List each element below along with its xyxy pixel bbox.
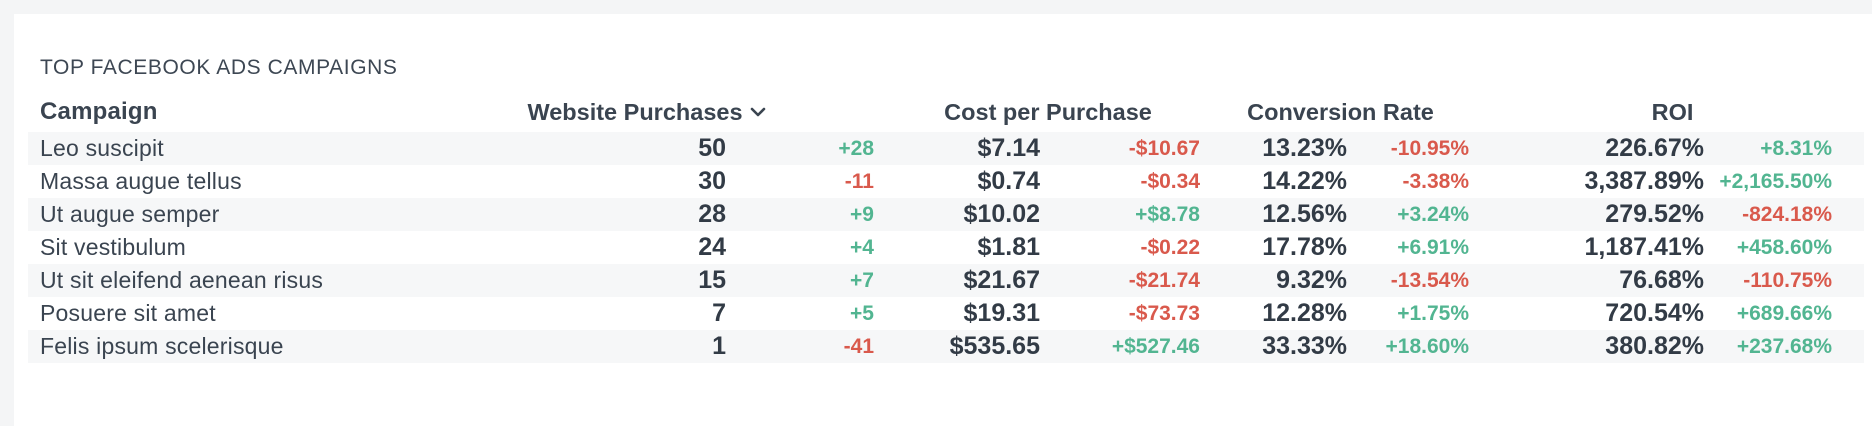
conversion-rate-cell: 12.56% [1200,198,1347,231]
website-purchases-change-cell: +5 [726,297,896,330]
campaigns-table: Campaign Website Purchases Cost per Purc… [28,92,1864,363]
conversion-rate-cell: 14.22% [1200,165,1347,198]
column-header-cost-per-purchase[interactable]: Cost per Purchase [944,98,1152,125]
website-purchases-cell: 1 [398,330,726,363]
website-purchases-change-cell: -41 [726,330,896,363]
campaign-name-cell: Ut augue semper [28,198,398,231]
roi-cell: 226.67% [1481,132,1704,165]
conversion-rate-cell: 9.32% [1200,264,1347,297]
roi-cell: 279.52% [1481,198,1704,231]
campaign-name-cell: Posuere sit amet [28,297,398,330]
table-body: Leo suscipit 50 +28 $7.14 -$10.67 13.23% -10.9… [28,132,1864,363]
campaign-name-cell: Massa augue tellus [28,165,398,198]
conversion-rate-change-cell: +6.91% [1347,231,1481,264]
roi-change-cell: -110.75% [1704,264,1864,297]
conversion-rate-cell: 33.33% [1200,330,1347,363]
cost-per-purchase-change-cell: -$0.34 [1046,165,1200,198]
table-row[interactable]: Massa augue tellus 30 -11 $0.74 -$0.34 14.22%… [28,165,1864,198]
cost-per-purchase-cell: $19.31 [896,297,1046,330]
roi-cell: 1,187.41% [1481,231,1704,264]
campaign-name-cell: Ut sit eleifend aenean risus [28,264,398,297]
website-purchases-cell: 24 [398,231,726,264]
conversion-rate-cell: 13.23% [1200,132,1347,165]
cost-per-purchase-change-cell: +$8.78 [1046,198,1200,231]
column-header-website-purchases[interactable]: Website Purchases [398,92,896,132]
conversion-rate-change-cell: +1.75% [1347,297,1481,330]
roi-cell: 3,387.89% [1481,165,1704,198]
column-header-campaign[interactable]: Campaign [40,98,158,125]
roi-change-cell: +237.68% [1704,330,1864,363]
cost-per-purchase-cell: $10.02 [896,198,1046,231]
website-purchases-change-cell: -11 [726,165,896,198]
cost-per-purchase-change-cell: -$21.74 [1046,264,1200,297]
cost-per-purchase-cell: $535.65 [896,330,1046,363]
cost-per-purchase-change-cell: +$527.46 [1046,330,1200,363]
table-row[interactable]: Sit vestibulum 24 +4 $1.81 -$0.22 17.78% +6.91… [28,231,1864,264]
conversion-rate-change-cell: +18.60% [1347,330,1481,363]
website-purchases-change-cell: +7 [726,264,896,297]
campaigns-widget: TOP FACEBOOK ADS CAMPAIGNS Campaign Webs… [14,14,1872,426]
website-purchases-change-cell: +4 [726,231,896,264]
chevron-down-icon[interactable] [749,103,767,121]
conversion-rate-cell: 17.78% [1200,231,1347,264]
widget-title: TOP FACEBOOK ADS CAMPAIGNS [40,56,398,79]
cost-per-purchase-cell: $1.81 [896,231,1046,264]
column-header-roi[interactable]: ROI [1651,98,1694,125]
table-row[interactable]: Posuere sit amet 7 +5 $19.31 -$73.73 12.28% +1… [28,297,1864,330]
conversion-rate-change-cell: -10.95% [1347,132,1481,165]
column-header-label: Website Purchases [527,98,743,125]
cost-per-purchase-change-cell: -$10.67 [1046,132,1200,165]
column-header-conversion-rate[interactable]: Conversion Rate [1247,98,1434,125]
table-row[interactable]: Ut sit eleifend aenean risus 15 +7 $21.67 -$… [28,264,1864,297]
roi-change-cell: +689.66% [1704,297,1864,330]
roi-change-cell: +458.60% [1704,231,1864,264]
roi-change-cell: -824.18% [1704,198,1864,231]
campaign-name-cell: Sit vestibulum [28,231,398,264]
table-header-row: Campaign Website Purchases Cost per Purc… [28,92,1864,132]
cost-per-purchase-cell: $0.74 [896,165,1046,198]
conversion-rate-change-cell: -3.38% [1347,165,1481,198]
website-purchases-change-cell: +9 [726,198,896,231]
campaign-name-cell: Leo suscipit [28,132,398,165]
roi-cell: 380.82% [1481,330,1704,363]
roi-change-cell: +2,165.50% [1704,165,1864,198]
conversion-rate-change-cell: -13.54% [1347,264,1481,297]
table-row[interactable]: Leo suscipit 50 +28 $7.14 -$10.67 13.23% -10.9… [28,132,1864,165]
roi-cell: 720.54% [1481,297,1704,330]
roi-cell: 76.68% [1481,264,1704,297]
website-purchases-change-cell: +28 [726,132,896,165]
website-purchases-cell: 28 [398,198,726,231]
cost-per-purchase-cell: $7.14 [896,132,1046,165]
table-row[interactable]: Ut augue semper 28 +9 $10.02 +$8.78 12.56% +3.… [28,198,1864,231]
cost-per-purchase-cell: $21.67 [896,264,1046,297]
conversion-rate-change-cell: +3.24% [1347,198,1481,231]
website-purchases-cell: 7 [398,297,726,330]
cost-per-purchase-change-cell: -$73.73 [1046,297,1200,330]
website-purchases-cell: 15 [398,264,726,297]
website-purchases-cell: 50 [398,132,726,165]
campaign-name-cell: Felis ipsum scelerisque [28,330,398,363]
website-purchases-cell: 30 [398,165,726,198]
roi-change-cell: +8.31% [1704,132,1864,165]
conversion-rate-cell: 12.28% [1200,297,1347,330]
cost-per-purchase-change-cell: -$0.22 [1046,231,1200,264]
table-row[interactable]: Felis ipsum scelerisque 1 -41 $535.65 +$527.… [28,330,1864,363]
